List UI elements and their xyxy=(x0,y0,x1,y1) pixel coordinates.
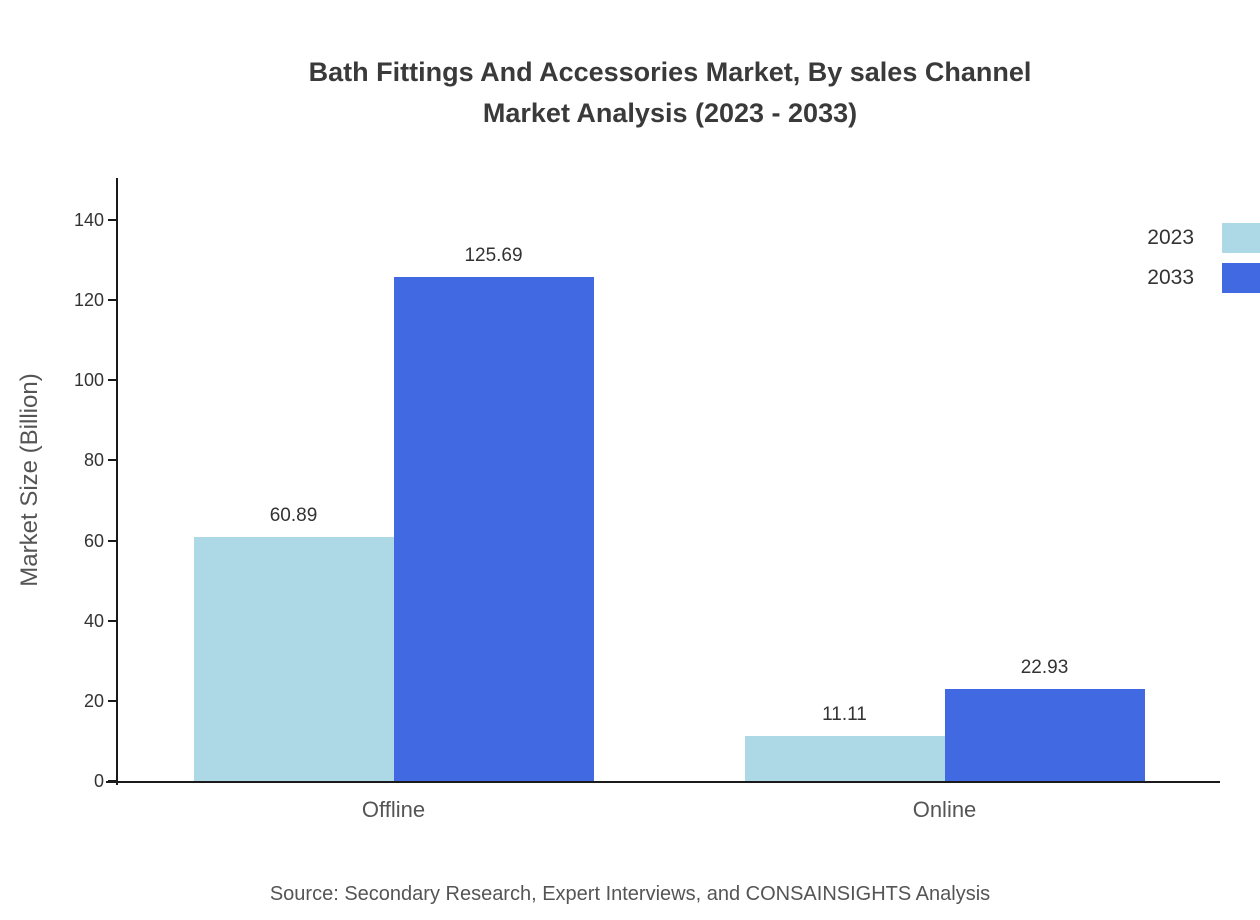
y-axis-tick xyxy=(108,699,116,702)
source-text: Source: Secondary Research, Expert Inter… xyxy=(269,883,991,905)
y-axis-tick-label: 140 xyxy=(73,210,104,231)
y-axis-tick-label: 120 xyxy=(73,290,104,311)
y-axis-tick xyxy=(108,539,116,542)
y-axis-tick xyxy=(108,379,116,382)
bar-2033-offline xyxy=(393,277,594,781)
y-axis-tick-label: 40 xyxy=(83,610,104,631)
bar-2023-online xyxy=(744,736,945,781)
bar-value-label: 11.11 xyxy=(822,704,867,726)
legend-row-2023: 2023 xyxy=(1147,223,1260,253)
bar-2033-online xyxy=(944,689,1145,781)
bar-value-label: 60.89 xyxy=(269,505,318,527)
y-axis-tick xyxy=(108,219,116,222)
legend-label-2023: 2023 xyxy=(1147,226,1194,249)
x-axis-line xyxy=(106,781,1220,783)
legend-label-2033: 2033 xyxy=(1147,266,1194,289)
y-axis-tick-label: 100 xyxy=(73,370,104,391)
y-axis-tick xyxy=(108,780,116,782)
chart-title-line2: Market Analysis (2023 - 2033) xyxy=(482,98,858,128)
bar-value-label: 22.93 xyxy=(1020,657,1069,679)
legend-swatch-2023 xyxy=(1222,223,1260,253)
bar-2023-offline xyxy=(193,537,394,781)
y-axis-tick xyxy=(108,299,116,302)
y-axis-tick xyxy=(108,459,116,462)
x-category-label-online: Online xyxy=(912,797,977,822)
chart-title-line1: Bath Fittings And Accessories Market, By… xyxy=(308,57,1032,87)
legend-row-2033: 2033 xyxy=(1147,263,1260,293)
legend-swatch-2033 xyxy=(1222,263,1260,293)
chart-title: Bath Fittings And Accessories Market, By… xyxy=(120,52,1220,134)
x-category-label-offline: Offline xyxy=(361,797,426,822)
y-axis-tick xyxy=(108,619,116,622)
y-axis-line xyxy=(116,178,118,785)
y-axis-tick-label: 60 xyxy=(83,530,104,551)
bar-value-label: 125.69 xyxy=(464,245,523,267)
y-axis-title: Market Size (Billion) xyxy=(16,373,43,587)
y-axis-tick-label: 80 xyxy=(83,450,104,471)
y-axis-tick-label: 20 xyxy=(83,690,104,711)
y-axis-tick-label: 0 xyxy=(93,771,104,791)
